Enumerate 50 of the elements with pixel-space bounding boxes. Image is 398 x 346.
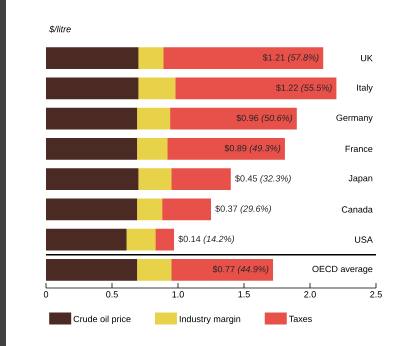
y-tick-label: Japan (348, 175, 372, 184)
y-tick-label: Canada (342, 206, 373, 213)
bar (170, 108, 297, 130)
y-tick-label: France (346, 146, 372, 152)
bar (46, 198, 138, 220)
y-tick-label: Germany (336, 114, 373, 123)
bar (46, 228, 127, 250)
bar (167, 138, 285, 160)
bar (138, 47, 164, 70)
y-axis-title: $/litre (49, 26, 71, 33)
bar (163, 47, 324, 70)
y-tick-label: OECD average (312, 266, 372, 274)
bar (171, 258, 274, 281)
x-tick-label: 2.5 (370, 291, 382, 298)
legend-label: Crude oil price (74, 316, 131, 324)
y-tick-label: Italy (357, 84, 373, 93)
data-label: $0.77 (44.9%) (212, 266, 268, 274)
bar (175, 78, 336, 100)
legend-label: Taxes (288, 316, 312, 322)
x-tick-label: 2.0 (304, 291, 316, 298)
bar (46, 168, 138, 190)
x-tick-label: 0.5 (106, 291, 118, 298)
bar (46, 258, 138, 281)
bar (46, 78, 138, 100)
bar (46, 47, 138, 70)
bar (171, 168, 231, 190)
bar (137, 138, 168, 160)
bar (138, 78, 176, 100)
x-tick-label: 1.5 (238, 291, 250, 298)
data-label: $0.45 (32.3%) (235, 174, 291, 184)
y-tick-label: UK (361, 55, 373, 62)
bar (126, 228, 156, 250)
bar (138, 168, 172, 190)
bar (137, 258, 172, 281)
data-label: $1.22 (55.5%) (276, 84, 332, 93)
bar (162, 198, 211, 220)
bar (137, 198, 162, 220)
bar (156, 228, 174, 250)
data-label: $0.96 (50.6%) (236, 114, 292, 123)
y-tick-label: USA (355, 236, 373, 243)
legend-label: Industry margin (180, 316, 240, 324)
x-tick-label: 1.0 (172, 291, 184, 298)
bar (46, 138, 138, 160)
bar (46, 108, 138, 130)
bar (137, 108, 170, 130)
data-label: $0.89 (49.3%) (224, 144, 280, 154)
data-label: $0.37 (29.6%) (215, 205, 271, 214)
data-label: $0.14 (14.2%) (178, 235, 234, 244)
data-label: $1.21 (57.8%) (262, 54, 318, 62)
x-tick-label: 0 (44, 291, 48, 298)
